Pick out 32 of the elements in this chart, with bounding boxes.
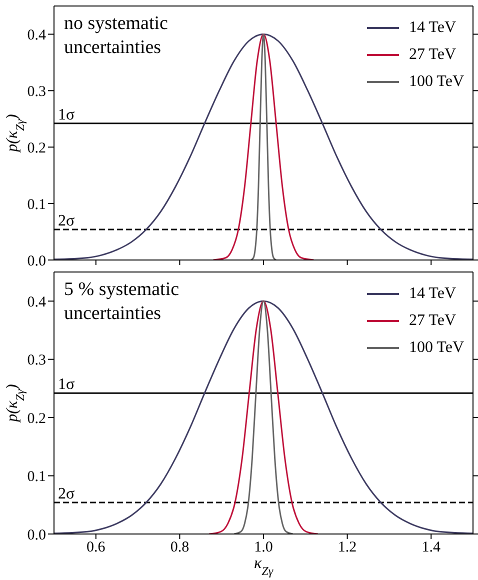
y-tick-label: 0.1 <box>27 469 46 486</box>
line-series <box>233 300 294 534</box>
legend-label: 27 TeV <box>408 45 456 65</box>
y-tick-label: 0.2 <box>27 410 46 427</box>
ref-line-label: 2σ <box>58 486 75 503</box>
x-tick-label: 0.8 <box>170 540 190 556</box>
x-tick-label: 0.6 <box>86 540 106 556</box>
x-tick-label: 1.0 <box>254 540 273 556</box>
legend-label: 100 TeV <box>408 72 464 92</box>
annotation: 5 % systematic uncertainties <box>64 278 180 326</box>
line-series <box>250 33 277 260</box>
annotation: no systematic uncertainties <box>64 12 169 60</box>
ref-line-label: 1σ <box>58 106 75 124</box>
line-series <box>212 33 315 260</box>
y-tick-label: 0.4 <box>27 28 46 44</box>
legend-label: 14 TeV <box>408 284 456 304</box>
y-tick-label: 0.2 <box>27 140 46 156</box>
ref-line-label: 2σ <box>58 212 75 230</box>
legend-label: 14 TeV <box>408 18 456 38</box>
x-axis-title: κ$_{Zγ}$ <box>254 555 274 578</box>
y-tick-label: 0.0 <box>27 527 46 544</box>
line-series <box>208 300 319 534</box>
y-tick-label: 0.3 <box>27 352 46 369</box>
ref-line-label: 1σ <box>58 376 75 394</box>
y-tick-label: 0.4 <box>27 294 46 310</box>
y-tick-label: 0.0 <box>27 253 46 270</box>
y-tick-label: 0.1 <box>27 196 46 213</box>
legend-label: 100 TeV <box>408 338 464 358</box>
x-tick-label: 1.4 <box>422 540 441 556</box>
x-tick-label: 1.2 <box>338 540 357 556</box>
y-tick-label: 0.3 <box>27 84 46 100</box>
legend-label: 27 TeV <box>408 311 456 331</box>
